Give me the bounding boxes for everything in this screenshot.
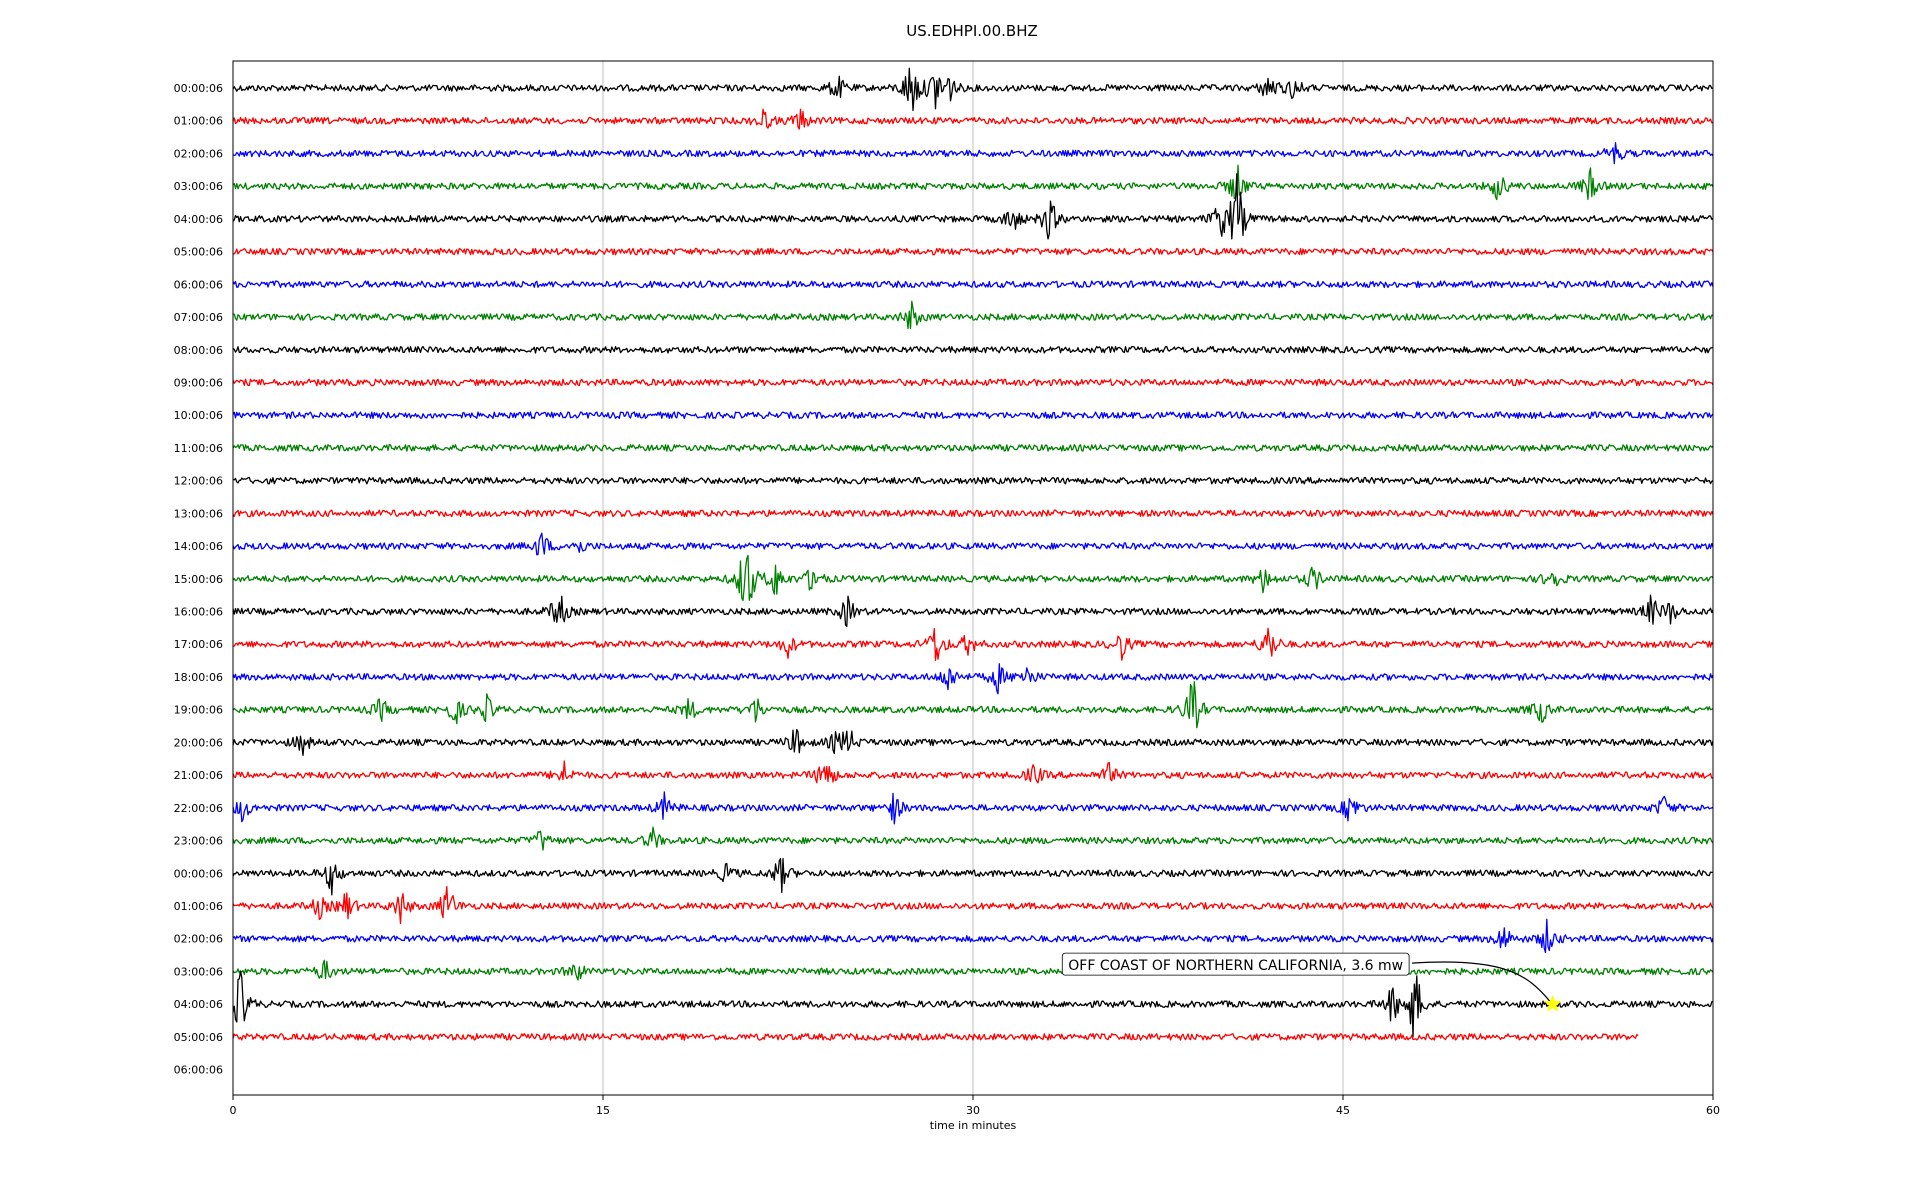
trace-line: [232, 918, 1714, 954]
x-tick-label: 30: [966, 1104, 980, 1117]
event-annotation: OFF COAST OF NORTHERN CALIFORNIA, 3.6 mw: [1061, 952, 1562, 1012]
trace-line: [232, 411, 1714, 420]
annotation-box: [1061, 952, 1410, 976]
row-time-label: 00:00:06: [174, 867, 223, 880]
row-time-label: 14:00:06: [174, 540, 223, 553]
trace-line: [232, 681, 1714, 729]
trace-line: [232, 728, 1714, 757]
x-tick-label: 60: [1706, 1104, 1720, 1117]
row-time-label: 22:00:06: [174, 802, 223, 815]
row-time-label: 08:00:06: [174, 344, 223, 357]
row-time-label: 04:00:06: [174, 998, 223, 1011]
event-star-marker: [1543, 994, 1562, 1012]
row-time-label: 06:00:06: [174, 1064, 223, 1077]
trace-line: [232, 142, 1714, 165]
annotation-arrow: [1412, 961, 1551, 1002]
x-axis-ticks: 0 15 30 45 60: [230, 1095, 1720, 1117]
trace-line: [232, 509, 1714, 518]
trace-line: [232, 378, 1714, 387]
trace-line: [232, 532, 1714, 556]
row-time-label: 15:00:06: [174, 573, 223, 586]
trace-line: [232, 627, 1714, 661]
row-time-label: 06:00:06: [174, 278, 223, 291]
annotation-label: OFF COAST OF NORTHERN CALIFORNIA, 3.6 mw: [1068, 958, 1403, 974]
row-time-label: 00:00:06: [174, 82, 223, 95]
row-time-label: 02:00:06: [174, 147, 223, 160]
x-tick-label: 45: [1336, 1104, 1350, 1117]
row-time-label: 17:00:06: [174, 638, 223, 651]
row-time-label: 16:00:06: [174, 606, 223, 619]
trace-line: [232, 857, 1713, 896]
row-time-label: 11:00:06: [174, 442, 223, 455]
row-time-label: 07:00:06: [174, 311, 223, 324]
trace-line: [232, 247, 1714, 256]
trace-line: [232, 173, 1714, 240]
trace-line: [232, 476, 1714, 485]
row-time-label: 02:00:06: [174, 933, 223, 946]
row-time-label: 21:00:06: [174, 769, 223, 782]
row-time-label: 19:00:06: [174, 704, 223, 717]
trace-line: [232, 164, 1714, 201]
trace-line: [232, 791, 1714, 825]
trace-line: [232, 663, 1714, 695]
trace-layer: [232, 67, 1714, 1041]
x-tick-label: 15: [596, 1104, 610, 1117]
row-time-label: 09:00:06: [174, 376, 223, 389]
row-time-label: 05:00:06: [174, 1031, 223, 1044]
trace-line: [232, 885, 1714, 925]
chart-title: US.EDHPI.00.BHZ: [906, 22, 1038, 40]
row-time-label: 10:00:06: [174, 409, 223, 422]
row-time-label: 18:00:06: [174, 671, 223, 684]
trace-line: [232, 826, 1714, 851]
row-time-label: 23:00:06: [174, 835, 223, 848]
trace-line: [232, 594, 1714, 627]
trace-line: [232, 1033, 1639, 1041]
trace-line: [232, 554, 1714, 602]
trace-line: [232, 300, 1714, 330]
trace-line: [232, 970, 1714, 1038]
row-time-label: 04:00:06: [174, 213, 223, 226]
trace-line: [232, 345, 1714, 354]
row-time-label: 20:00:06: [174, 736, 223, 749]
row-time-label: 03:00:06: [174, 965, 223, 978]
row-time-label: 13:00:06: [174, 507, 223, 520]
trace-line: [232, 67, 1714, 112]
trace-line: [232, 760, 1714, 784]
row-time-label: 03:00:06: [174, 180, 223, 193]
row-time-label: 01:00:06: [174, 900, 223, 913]
x-axis-label: time in minutes: [930, 1119, 1017, 1132]
row-time-label: 12:00:06: [174, 475, 223, 488]
trace-line: [232, 108, 1714, 130]
trace-line: [232, 444, 1714, 452]
row-time-label: 01:00:06: [174, 115, 223, 128]
trace-line: [232, 280, 1714, 289]
row-time-label: 05:00:06: [174, 246, 223, 259]
trace-line: [232, 959, 1714, 981]
x-tick-label: 0: [230, 1104, 237, 1117]
row-time-labels: 00:00:06 01:00:06 02:00:06 03:00:06 04:00:06…: [174, 82, 223, 1077]
